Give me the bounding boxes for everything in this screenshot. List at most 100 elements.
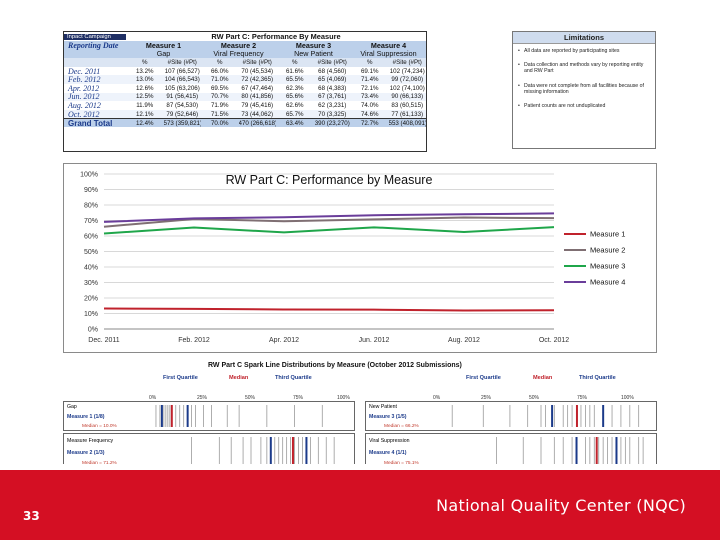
- tick-label: 50%: [245, 395, 256, 401]
- legend-first-quartile: First Quartile: [163, 375, 198, 381]
- performance-table: Inpact Campaign RW Part C: Performance B…: [63, 31, 427, 152]
- table-cell: 72.1%: [360, 84, 379, 92]
- y-tick-label: 0%: [88, 327, 98, 334]
- table-cell: 12.6%: [135, 84, 154, 92]
- spark-lines: [496, 437, 644, 466]
- table-cell: 67 (47,464): [241, 84, 274, 92]
- table-row: Jun. 2012 12.5% 91 (56,415) 70.7% 80 (41,856…: [64, 92, 426, 102]
- table-cell: 62 (3,231): [318, 101, 347, 109]
- y-tick-label: 30%: [84, 280, 98, 287]
- table-cell: 70.0%: [210, 119, 229, 127]
- table-cell: 68 (4,560): [318, 67, 347, 75]
- panel-median: Median = 66.2%: [384, 424, 419, 429]
- table-row: Feb. 2012 13.0% 104 (66,543) 71.0% 72 (42,36…: [64, 75, 426, 84]
- table-cell: 72.7%: [360, 119, 379, 127]
- row-date: Aug. 2012: [68, 100, 101, 110]
- y-tick-label: 10%: [84, 311, 98, 318]
- table-cell: 12.5%: [135, 93, 154, 101]
- legend-label: Measure 3: [590, 262, 625, 271]
- table-cell: 104 (66,543): [164, 76, 200, 84]
- chart-svg: 0% 10% 20% 30% 40% 50% 60% 70% 80% 90% 100% Dec. 20…: [80, 172, 625, 345]
- spark-line-section: RW Part C Spark Line Distributions by Me…: [63, 360, 657, 470]
- panel-median: Median = 75.1%: [384, 461, 419, 466]
- col-site: #Site (#Pt): [317, 58, 347, 66]
- row-date: Jun. 2012: [68, 92, 100, 102]
- table-cell: 83 (60,515): [391, 101, 424, 109]
- col-site: #Site (#Pt): [392, 58, 422, 66]
- panel-measure-label: Measure 3 (1/5): [369, 414, 407, 420]
- y-tick-label: 20%: [84, 296, 98, 303]
- y-tick-label: 80%: [84, 203, 98, 210]
- table-cell: 13.0%: [135, 76, 154, 84]
- measure-2-header: Measure 2: [220, 40, 257, 50]
- panel-header: Gap: [67, 404, 77, 410]
- table-sub-row: Gap Viral Frequency New Patient Viral Su…: [64, 49, 426, 59]
- table-body: Dec. 2011 13.2% 107 (66,527) 66.0% 70 (45,53…: [64, 67, 426, 119]
- tick-label: 25%: [197, 395, 208, 401]
- table-cell: 65.5%: [285, 76, 304, 84]
- table-cell: 70 (45,534): [241, 67, 274, 75]
- table-cell: 73 (44,062): [241, 110, 274, 118]
- measure-4-header: Measure 4: [370, 40, 407, 50]
- panel-measure-label: Measure 1 (1/8): [67, 414, 105, 420]
- table-cell: 80 (41,856): [241, 93, 274, 101]
- table-cell: 67 (3,761): [318, 93, 347, 101]
- y-tick-label: 90%: [84, 187, 98, 194]
- organization-name: National Quality Center (NQC): [436, 496, 686, 515]
- spark-panel-new-patient: New Patient Measure 3 (1/5) Median = 66.…: [365, 401, 657, 431]
- y-tick-label: 40%: [84, 265, 98, 272]
- table-cell: 71.0%: [210, 76, 229, 84]
- table-cell: 107 (66,527): [164, 67, 200, 75]
- table-cell: 13.2%: [135, 67, 154, 75]
- legend-first-quartile: First Quartile: [466, 375, 501, 381]
- table-corner-top: Inpact Campaign: [64, 33, 126, 40]
- legend-label: Measure 4: [590, 278, 625, 287]
- table-cell: 99 (72,060): [391, 76, 424, 84]
- table-cell: 70 (3,325): [318, 110, 347, 118]
- x-tick-label: Oct. 2012: [539, 337, 569, 344]
- x-tick-label: Jun. 2012: [359, 337, 390, 344]
- legend-label: Measure 1: [590, 230, 625, 239]
- y-tick-label: 70%: [84, 218, 98, 225]
- row-date: Apr. 2012: [68, 83, 100, 93]
- col-pct: %: [216, 58, 223, 66]
- series-line: [103, 212, 555, 223]
- row-date: Dec. 2011: [68, 66, 101, 76]
- table-cell: 71.5%: [210, 110, 229, 118]
- table-cell: 70.7%: [210, 93, 229, 101]
- limitation-item: All data are reported by participating s…: [518, 48, 651, 54]
- spark-lines: [451, 405, 640, 427]
- table-cell: 553 (408,091): [388, 119, 427, 127]
- table-cell: 71.4%: [360, 76, 379, 84]
- legend-third-quartile: Third Quartile: [579, 375, 616, 381]
- tick-label: 100%: [621, 395, 634, 401]
- measure-2-sub: Viral Frequency: [213, 49, 264, 59]
- limitations-title: Limitations: [513, 32, 655, 44]
- tick-label: 25%: [481, 395, 492, 401]
- legend-third-quartile: Third Quartile: [275, 375, 312, 381]
- table-cell: 79 (52,646): [166, 110, 199, 118]
- series-line: [103, 216, 555, 228]
- spark-panel-gap: Gap Measure 1 (1/8) Median = 10.0%: [63, 401, 355, 431]
- panel-median: Median = 10.0%: [82, 424, 117, 429]
- table-column-header-row: % #Site (#Pt) % #Site (#Pt) % #Site (#Pt…: [64, 58, 426, 67]
- tick-label: 50%: [529, 395, 540, 401]
- table-row: Apr. 2012 12.6% 105 (63,206) 69.5% 67 (47,46…: [64, 84, 426, 93]
- table-measure-row: Reporting Date Measure 1 Measure 2 Measu…: [64, 41, 426, 50]
- x-tick-label: Apr. 2012: [269, 337, 299, 344]
- table-cell: 62.3%: [285, 84, 304, 92]
- tick-label: 75%: [577, 395, 588, 401]
- legend-label: Measure 2: [590, 246, 625, 255]
- table-cell: 68 (4,383): [318, 84, 347, 92]
- legend-median: Median: [229, 375, 249, 381]
- measure-3-sub: New Patient: [294, 49, 333, 59]
- table-cell: 71.9%: [210, 101, 229, 109]
- x-tick-label: Aug. 2012: [448, 337, 480, 344]
- tick-label: 100%: [337, 395, 350, 401]
- table-cell: 63.4%: [285, 119, 304, 127]
- table-cell: 91 (56,415): [166, 93, 199, 101]
- table-corner-bottom: Reporting Date: [68, 40, 119, 50]
- panel-median: Median = 71.2%: [82, 461, 117, 466]
- table-title-row: Inpact Campaign RW Part C: Performance B…: [64, 32, 426, 41]
- panel-header: Measure Frequency: [67, 438, 114, 444]
